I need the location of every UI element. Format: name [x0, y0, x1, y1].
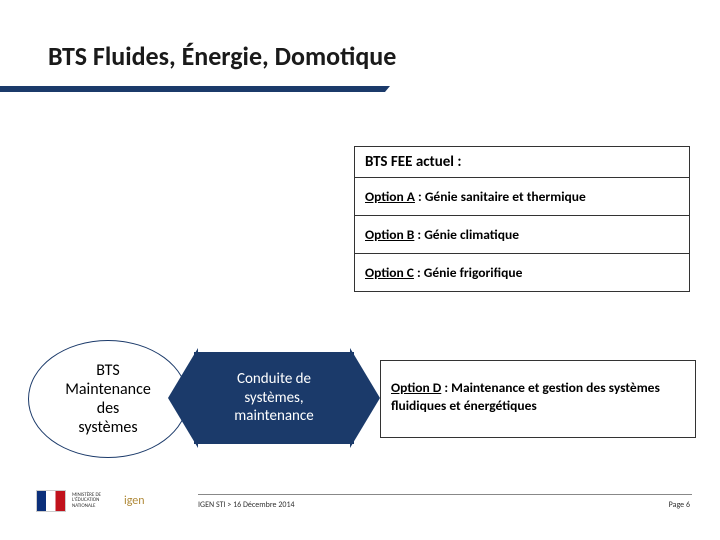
- footer-page-number: Page 6: [669, 500, 690, 510]
- ellipse-line3: des: [97, 399, 120, 418]
- footer-left-text: IGEN STI > 16 Décembre 2014: [198, 500, 295, 510]
- arrow-line2: systèmes,: [244, 389, 303, 407]
- arrow-line3: maintenance: [234, 407, 313, 425]
- option-a-text: Génie sanitaire et thermique: [425, 188, 586, 205]
- france-flag-icon: [36, 490, 66, 512]
- ellipse-line1: BTS: [96, 361, 119, 380]
- option-d-box: Option D : Maintenance et gestion des sy…: [380, 360, 696, 438]
- option-b-label: Option B: [365, 226, 414, 243]
- footer-rule: [198, 494, 692, 495]
- option-row-a: Option A : Génie sanitaire et thermique: [355, 178, 689, 216]
- ellipse-line4: systèmes: [78, 418, 137, 437]
- option-c-text: Génie frigorifique: [424, 264, 523, 281]
- bts-maintenance-ellipse: BTS Maintenance des systèmes: [28, 340, 188, 458]
- slide-title: BTS Fluides, Énergie, Domotique: [48, 40, 680, 72]
- arrow-text: Conduite de systèmes, maintenance: [234, 370, 313, 426]
- title-diagonal-cut: [365, 86, 720, 116]
- option-a-sep: :: [415, 188, 425, 205]
- footer-logo-block: MINISTÈRE DE L'ÉDUCATION NATIONALE igen: [36, 484, 166, 518]
- arrow-block: Conduite de systèmes, maintenance: [194, 352, 354, 444]
- ellipse-text: BTS Maintenance des systèmes: [57, 361, 159, 438]
- option-b-sep: :: [414, 226, 424, 243]
- options-header: BTS FEE actuel :: [355, 147, 689, 178]
- igen-logo-text: igen: [124, 494, 145, 508]
- option-d-sep: :: [441, 379, 451, 396]
- option-row-b: Option B : Génie climatique: [355, 216, 689, 254]
- arrow-line1: Conduite de: [237, 370, 311, 388]
- title-region: BTS Fluides, Énergie, Domotique: [48, 40, 680, 72]
- option-c-sep: :: [414, 264, 424, 281]
- option-c-label: Option C: [365, 264, 414, 281]
- arrow-right-tip: [350, 348, 380, 448]
- option-a-label: Option A: [365, 188, 415, 205]
- ministry-text: MINISTÈRE DE L'ÉDUCATION NATIONALE: [72, 493, 116, 509]
- ellipse-line2: Maintenance: [65, 380, 151, 399]
- options-box: BTS FEE actuel : Option A : Génie sanita…: [354, 146, 690, 292]
- option-d-label: Option D: [391, 379, 441, 396]
- option-b-text: Génie climatique: [424, 226, 519, 243]
- option-row-c: Option C : Génie frigorifique: [355, 254, 689, 291]
